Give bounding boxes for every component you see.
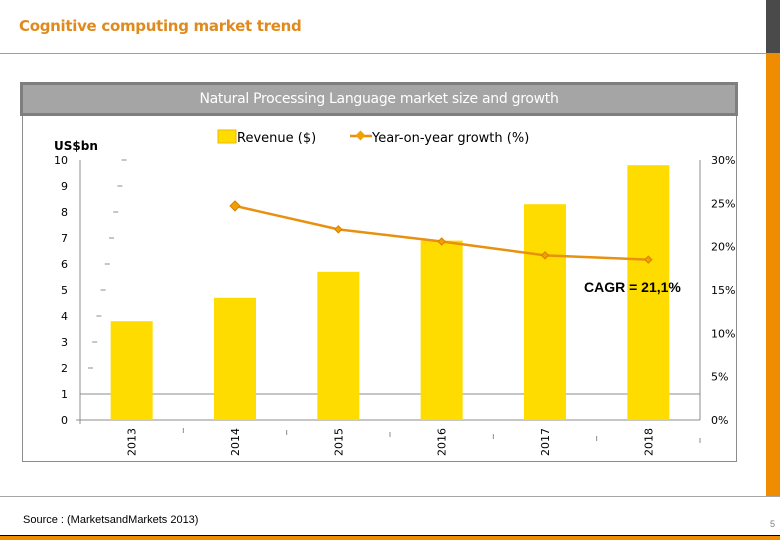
y2-tick-label: 30% [711, 154, 735, 167]
bottom-accent-bar [0, 536, 780, 540]
side-bar-dark [766, 0, 780, 53]
footer-divider [0, 496, 780, 497]
legend-label-revenue: Revenue ($) [237, 131, 316, 146]
y-axis-label: US$bn [54, 139, 98, 153]
revenue-bar [214, 297, 256, 420]
chart-frame [22, 116, 737, 462]
revenue-bar [627, 165, 670, 420]
growth-marker [229, 200, 241, 212]
revenue-bar [110, 321, 153, 420]
y2-tick-label: 10% [711, 327, 735, 340]
growth-marker [644, 255, 653, 264]
y-tick-label: 2 [61, 362, 68, 375]
growth-marker [540, 251, 550, 260]
cagr-annotation: CAGR = 21,1% [584, 279, 681, 295]
title-divider [0, 53, 766, 54]
y-tick-label: 8 [61, 206, 68, 219]
revenue-bar [317, 271, 360, 420]
chart-title: Natural Processing Language market size … [20, 82, 738, 116]
y2-tick-label: 0% [711, 414, 728, 427]
x-tick-label: 2017 [539, 428, 552, 456]
y-tick-label: 7 [61, 232, 68, 245]
y2-tick-label: 20% [711, 241, 735, 254]
y-tick-label: 3 [61, 336, 68, 349]
legend-swatch-revenue [217, 129, 237, 144]
bottom-rule [0, 535, 780, 536]
x-tick-label: 2015 [332, 428, 345, 456]
source-note: Source : (MarketsandMarkets 2013) [23, 514, 199, 526]
y-tick-label: 0 [61, 414, 68, 427]
y-tick-label: 5 [61, 284, 68, 297]
y-tick-label: 10 [54, 154, 68, 167]
x-tick-label: 2016 [436, 428, 449, 456]
y2-tick-labels: 0% 5% 10% 15% 20% 25% 30% [711, 154, 735, 427]
y-tick-labels: 0 1 2 3 4 5 6 7 8 9 10 [54, 154, 127, 427]
y-tick-label: 6 [61, 258, 68, 271]
y-tick-label: 1 [61, 388, 68, 401]
revenue-bars [110, 165, 670, 420]
revenue-bar [420, 240, 463, 420]
growth-marker [437, 237, 446, 246]
x-tick-labels: 2013 2014 2015 2016 2017 2018 [126, 428, 701, 456]
y2-tick-label: 25% [711, 197, 735, 210]
legend-marker-growth [355, 130, 366, 141]
y2-tick-label: 5% [711, 371, 728, 384]
chart-axes [76, 160, 701, 424]
y2-tick-label: 15% [711, 284, 735, 297]
x-tick-label: 2013 [126, 428, 139, 456]
x-tick-label: 2018 [642, 428, 655, 456]
legend-label-growth: Year-on-year growth (%) [371, 131, 529, 146]
side-bar-orange [766, 53, 780, 496]
page-number: 5 [770, 519, 776, 529]
y-tick-label: 9 [61, 180, 68, 193]
x-tick-label: 2014 [229, 428, 242, 456]
growth-line [229, 200, 653, 264]
y-tick-label: 4 [61, 310, 68, 323]
chart-legend: Revenue ($) Year-on-year growth (%) [217, 129, 529, 146]
slide-title: Cognitive computing market trend [19, 17, 302, 35]
growth-marker [334, 225, 343, 234]
revenue-bar [524, 204, 566, 420]
